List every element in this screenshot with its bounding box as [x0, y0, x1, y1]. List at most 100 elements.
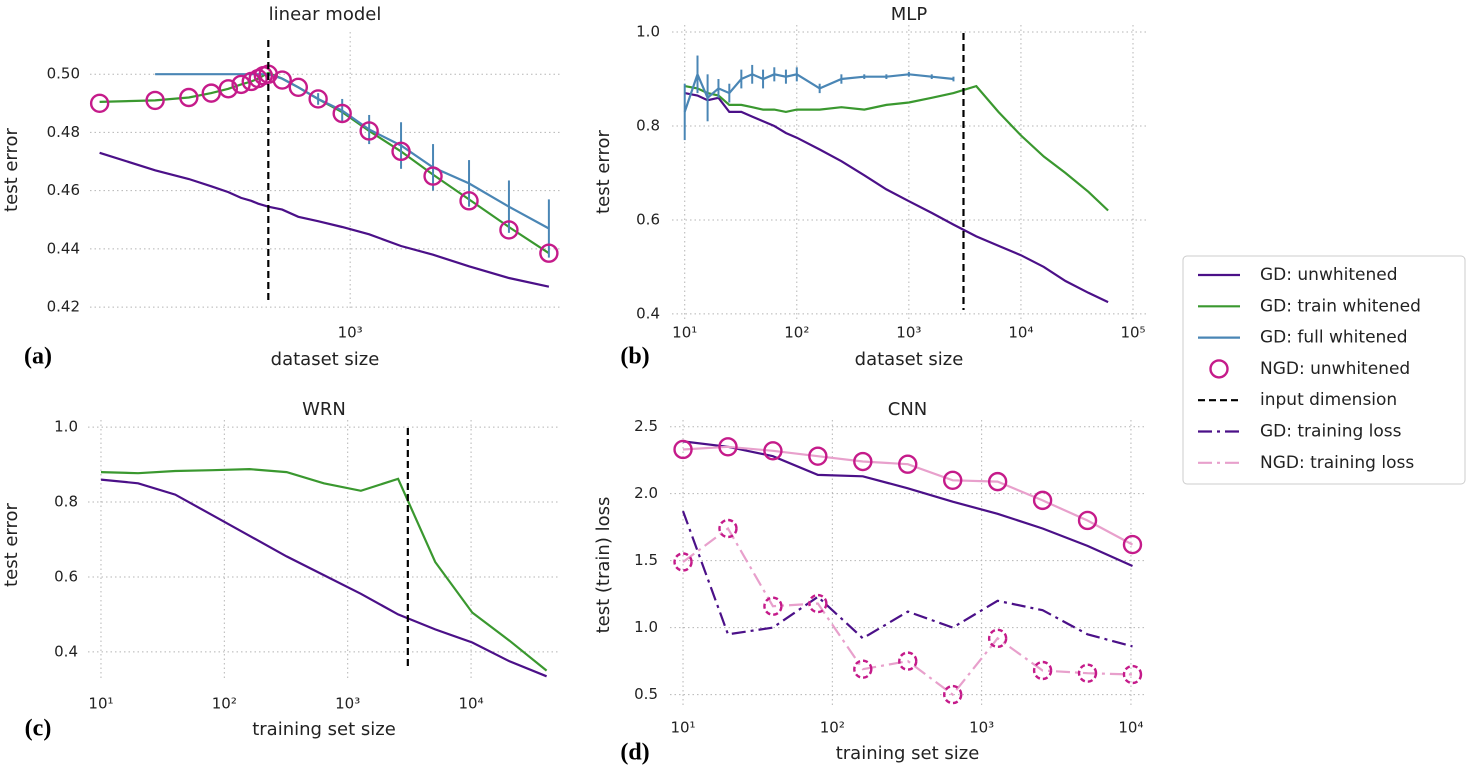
series-line [684, 92, 1109, 304]
y-tick-label: 2.5 [634, 417, 658, 435]
marker [943, 470, 963, 490]
x-axis-label: training set size [252, 719, 396, 740]
y-tick-label: 0.8 [54, 493, 78, 511]
legend-label: GD: full whitened [1260, 328, 1408, 348]
marker [539, 243, 559, 263]
x-tick-label: 10⁴ [459, 695, 484, 713]
marker [1077, 663, 1098, 683]
y-tick-label: 0.4 [54, 642, 78, 660]
marker [1032, 490, 1053, 511]
y-tick-label: 0.44 [47, 239, 80, 257]
x-tick-label: 10¹ [672, 324, 697, 342]
x-tick-label: 10⁵ [1120, 324, 1145, 342]
y-tick-label: 0.42 [47, 298, 80, 316]
marker [423, 166, 443, 186]
legend-label: GD: unwhitened [1260, 265, 1398, 285]
series-line [684, 84, 1109, 212]
y-tick-label: 1.5 [634, 551, 658, 569]
y-axis-label: test error [1, 127, 22, 211]
series-line [100, 467, 548, 672]
x-tick-label: 10³ [338, 324, 363, 342]
y-tick-label: 1.0 [634, 618, 658, 636]
x-tick-label: 10³ [896, 324, 921, 342]
y-tick-label: 0.5 [634, 685, 658, 703]
chart-title: linear model [269, 4, 382, 25]
y-tick-label: 0.6 [636, 210, 660, 228]
y-tick-label: 1.0 [636, 23, 660, 41]
marker [808, 446, 828, 466]
marker [808, 593, 828, 614]
x-tick-label: 10¹ [670, 719, 695, 737]
marker [673, 439, 693, 460]
series-line [155, 73, 550, 230]
marker [898, 454, 918, 474]
y-tick-label: 0.4 [636, 304, 660, 322]
x-tick-label: 10⁴ [1118, 719, 1143, 737]
marker [987, 628, 1008, 649]
marker [943, 684, 963, 705]
legend-marker [1209, 359, 1229, 379]
marker [987, 471, 1008, 492]
y-axis-label: test error [593, 129, 614, 213]
legend-box [1182, 255, 1466, 485]
y-tick-label: 2.0 [634, 484, 658, 502]
marker [145, 90, 165, 111]
x-axis-label: training set size [836, 743, 980, 764]
panel-label: (a) [24, 344, 52, 370]
series-line [99, 71, 550, 255]
panel-label: (b) [620, 344, 649, 370]
marker [231, 74, 251, 95]
marker [763, 596, 783, 616]
y-axis-label: test (train) loss [593, 497, 614, 634]
x-tick-label: 10² [820, 719, 845, 737]
marker [718, 518, 738, 539]
marker [332, 103, 352, 124]
legend-label: NGD: training loss [1260, 453, 1414, 473]
marker [898, 651, 918, 671]
marker [763, 441, 783, 461]
y-tick-label: 0.50 [47, 65, 80, 83]
x-axis-label: dataset size [855, 349, 964, 370]
series-line [681, 510, 1133, 648]
y-tick-label: 1.0 [54, 418, 78, 436]
y-tick-label: 0.8 [636, 116, 660, 134]
marker [218, 79, 239, 99]
marker [308, 89, 328, 109]
marker [359, 121, 379, 141]
marker [179, 87, 199, 108]
marker [1077, 510, 1098, 531]
marker [1122, 664, 1143, 685]
marker [288, 77, 309, 98]
marker [853, 451, 873, 472]
legend-label: GD: training loss [1260, 422, 1402, 442]
marker [499, 220, 519, 240]
marker [718, 437, 738, 457]
x-tick-label: 10² [784, 324, 809, 342]
series-line [683, 71, 954, 113]
x-tick-label: 10⁴ [1008, 324, 1033, 342]
series-line [682, 526, 1133, 697]
marker [1032, 660, 1053, 681]
x-tick-label: 10³ [335, 695, 360, 713]
chart-title: MLP [891, 4, 928, 25]
series-line [99, 151, 550, 288]
marker [1122, 534, 1143, 555]
x-tick-label: 10² [212, 695, 237, 713]
series-line [682, 445, 1134, 546]
marker [673, 552, 693, 572]
panel-label: (d) [620, 740, 649, 766]
marker [853, 659, 873, 679]
marker [391, 141, 411, 162]
legend-label: GD: train whitened [1260, 296, 1421, 316]
panel-label: (c) [25, 716, 52, 742]
legend-label: NGD: unwhitened [1260, 359, 1410, 379]
x-tick-label: 10¹ [88, 695, 113, 713]
y-tick-label: 0.48 [47, 123, 80, 141]
chart-title: CNN [888, 399, 928, 420]
x-tick-label: 10³ [969, 719, 994, 737]
chart-title: WRN [302, 399, 346, 420]
marker [272, 70, 292, 90]
y-tick-label: 0.6 [54, 567, 78, 585]
legend-label: input dimension [1260, 390, 1397, 410]
